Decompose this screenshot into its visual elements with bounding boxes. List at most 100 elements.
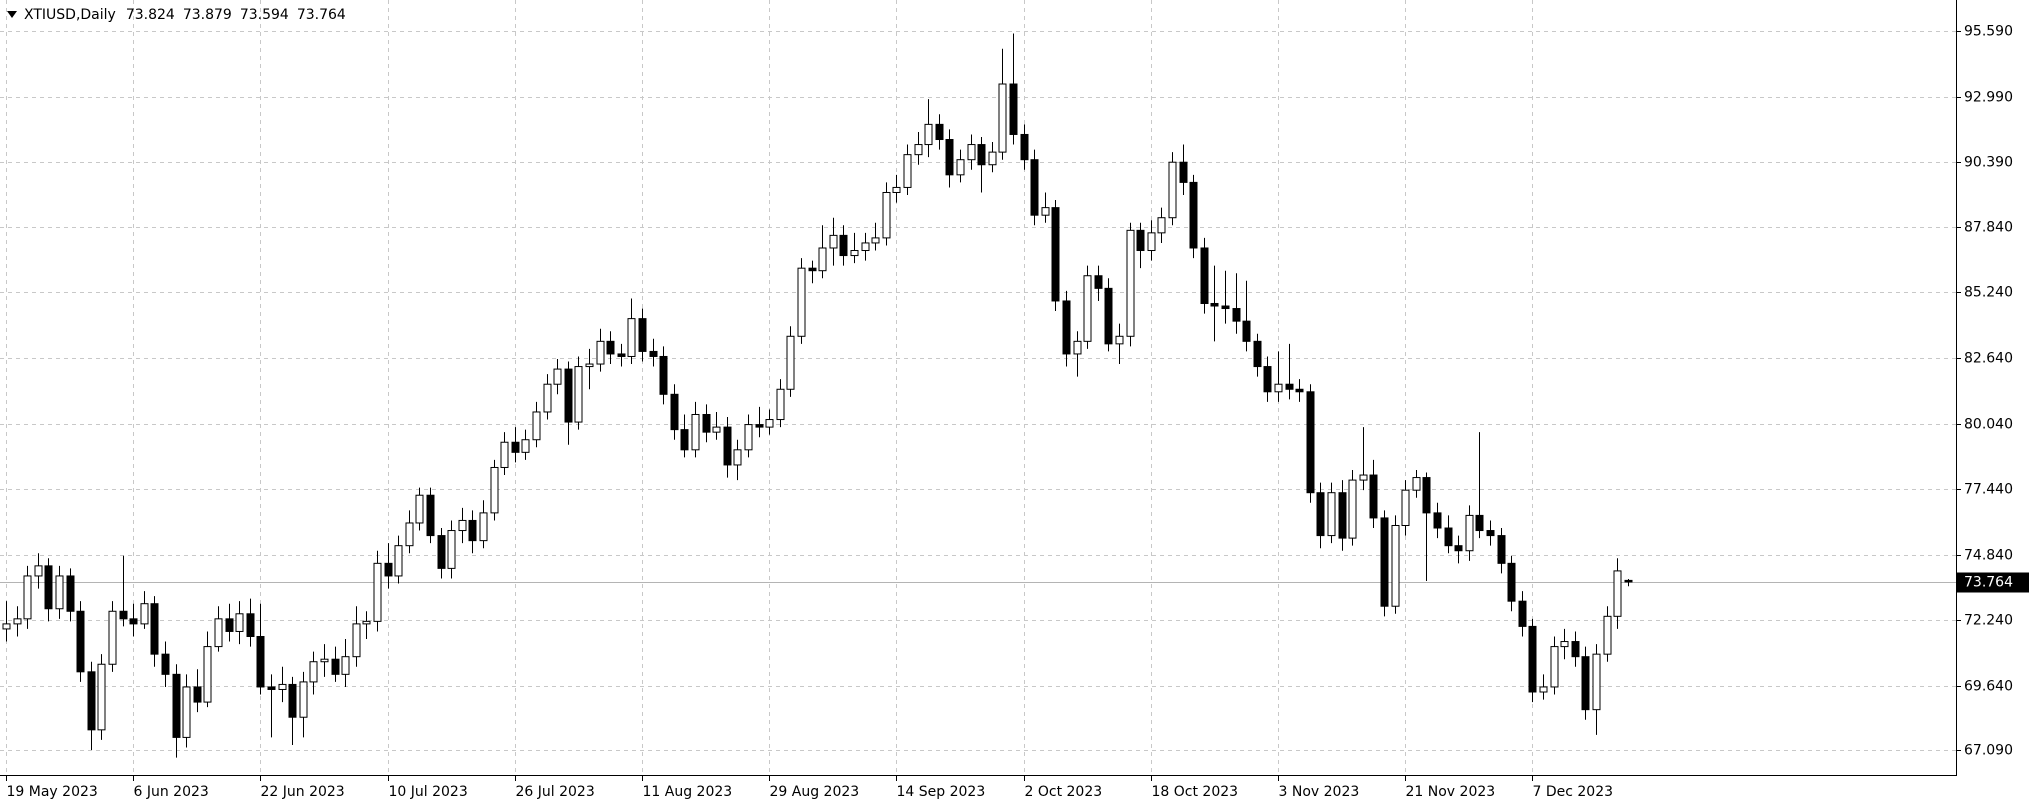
candle-body (1210, 302, 1219, 307)
candle-body (108, 610, 117, 665)
candle-body (1094, 275, 1103, 289)
y-tick-label: 80.040 (1964, 417, 2013, 433)
candle-body (1380, 517, 1389, 607)
y-tick-label: 82.640 (1964, 351, 2013, 367)
candle-body (1391, 524, 1400, 607)
y-tick-label: 69.640 (1964, 679, 2013, 695)
candle-body (1412, 477, 1421, 491)
ohlc-value: 73.824 (126, 7, 175, 23)
candle-body (362, 620, 371, 625)
candle-body (988, 151, 997, 166)
candle-body (1115, 335, 1124, 345)
candle-body (1168, 161, 1177, 219)
candle-body (1189, 181, 1198, 249)
candle-body (574, 366, 583, 423)
candle-body (1475, 514, 1484, 532)
candle-body (1359, 474, 1368, 481)
candle-body (659, 355, 668, 395)
candle-body (119, 610, 128, 620)
candle-body (627, 318, 636, 357)
candle-body (680, 429, 689, 451)
candle-body (1465, 514, 1474, 552)
candle-body (437, 535, 446, 569)
candle-body (161, 653, 170, 675)
candle-body (373, 562, 382, 622)
candle-body (1507, 562, 1516, 602)
candle-body (1306, 391, 1315, 494)
y-tick-label: 85.240 (1964, 285, 2013, 301)
candle-body (967, 144, 976, 161)
candle-body (808, 267, 817, 272)
y-tick-label: 67.090 (1964, 743, 2013, 759)
candle-body (532, 411, 541, 441)
candle-body (543, 383, 552, 413)
axes: 67.090 69.640 72.240 74.840 77.440 80.040 82.6… (6, 24, 2029, 800)
candle-body (299, 681, 308, 718)
candle-body (818, 247, 827, 272)
candle-body (1285, 383, 1294, 390)
candle-body (44, 565, 53, 610)
candle-body (1348, 479, 1357, 539)
candle-body (1327, 492, 1336, 537)
candle-body (55, 575, 64, 610)
candle-body (490, 466, 499, 514)
candle-body (1104, 287, 1113, 345)
candle-body (521, 439, 530, 453)
candle-body (733, 449, 742, 466)
candle-body (1624, 579, 1633, 583)
candle-body (13, 618, 22, 625)
candle-body (479, 512, 488, 542)
candle-body (341, 656, 350, 675)
candle-body (23, 575, 32, 620)
x-tick-label: 3 Nov 2023 (1279, 784, 1360, 800)
chart-title: XTIUSD,Daily (24, 7, 116, 23)
y-tick-label: 90.390 (1964, 155, 2013, 171)
candle-body (1232, 308, 1241, 322)
candle-body (511, 441, 520, 453)
candle-body (776, 388, 785, 421)
candle-body (1613, 570, 1622, 617)
candle-body (1051, 207, 1060, 302)
candle-body (246, 613, 255, 637)
y-tick-label: 92.990 (1964, 90, 2013, 106)
candle-body (1581, 656, 1590, 711)
candle-body (903, 154, 912, 188)
candle-body (1338, 492, 1347, 539)
candle-body (564, 368, 573, 423)
candle-body (596, 340, 605, 365)
candle-body (1179, 161, 1188, 183)
ohlc-value: 73.594 (240, 7, 289, 23)
candle-body (1147, 232, 1156, 252)
candle-body (1550, 646, 1559, 688)
y-tick-label: 87.840 (1964, 220, 2013, 236)
menu-triangle[interactable] (7, 11, 17, 18)
candle-body (935, 123, 944, 141)
x-tick-label: 14 Sep 2023 (897, 784, 986, 800)
candle-body (278, 683, 287, 690)
candle-body (861, 242, 870, 252)
x-tick-label: 21 Nov 2023 (1406, 784, 1496, 800)
candle-body (415, 494, 424, 524)
candle-body (755, 424, 764, 428)
candle-body (638, 318, 647, 352)
candle-body (1369, 474, 1378, 519)
candle-body (1126, 229, 1135, 337)
candle-body (1497, 535, 1506, 564)
candle-body (585, 363, 594, 368)
candle-body (945, 139, 954, 176)
candle-body (140, 603, 149, 625)
candle-body (1200, 247, 1209, 304)
candle-body (193, 686, 202, 703)
candle-body (1041, 207, 1050, 216)
candle-body (839, 234, 848, 257)
candle-body (829, 234, 838, 249)
candle-body (1603, 615, 1612, 655)
candle-body (426, 494, 435, 537)
candle-body (203, 646, 212, 703)
candle-body (352, 623, 361, 658)
candle-body (1316, 492, 1325, 537)
candle-body (1454, 545, 1463, 552)
candle-body (1253, 340, 1262, 368)
candle-body (1030, 159, 1039, 216)
